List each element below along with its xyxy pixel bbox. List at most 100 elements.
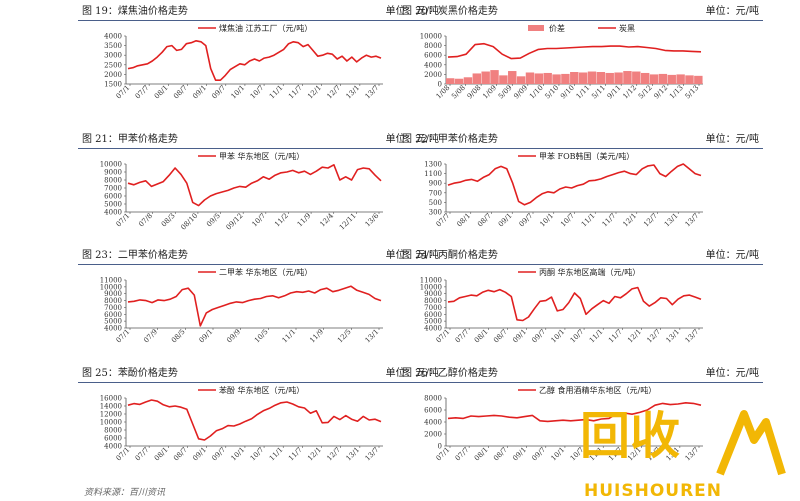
- x-tick-label: 08/7: [172, 84, 189, 101]
- x-tick-label: 5/08: [450, 84, 467, 101]
- chart-header: 图 20：炭黑价格走势 单位：元/吨: [398, 4, 763, 21]
- legend-label: 二甲苯 华东地区（元/吨）: [219, 267, 312, 277]
- y-tick-label: 1100: [424, 170, 442, 178]
- chart-header: 图 25：苯酚价格走势 单位：元/吨: [78, 366, 443, 383]
- y-tick-label: 9000: [424, 290, 442, 298]
- x-tick-label: 5/13: [684, 84, 701, 101]
- x-tick-label: 09/1: [191, 84, 208, 101]
- y-tick-label: 1300: [424, 161, 442, 169]
- y-tick-label: 5000: [104, 318, 122, 326]
- x-tick-label: 09/1: [198, 328, 215, 345]
- x-tick-label: 12/7: [325, 446, 342, 463]
- chart-title: 图 25：苯酚价格走势: [82, 368, 178, 379]
- spread-bar: [454, 78, 464, 84]
- y-tick-label: 6000: [424, 52, 442, 60]
- spread-bar: [516, 76, 526, 84]
- y-tick-label: 16000: [100, 395, 122, 403]
- x-tick-label: 11/9: [308, 328, 325, 345]
- series-line: [127, 39, 382, 82]
- y-tick-label: 4000: [104, 325, 122, 333]
- legend-label: 丙酮 华东地区高端（元/吨）: [539, 267, 640, 277]
- x-tick-label: 07/7: [454, 446, 471, 463]
- legend-label: 苯酚 华东地区（元/吨）: [219, 385, 304, 395]
- spread-bar: [605, 72, 614, 84]
- x-tick-label: 12/7: [642, 212, 659, 229]
- chart-unit: 单位：元/吨: [705, 368, 759, 379]
- chart-header: 图 19：煤焦油价格走势 单位：元/吨: [78, 4, 443, 21]
- series-line: [447, 401, 702, 423]
- chart-unit: 单位：元/吨: [705, 6, 759, 17]
- x-tick-label: 1/12: [621, 84, 638, 101]
- x-tick-label: 09/12: [225, 212, 245, 232]
- watermark-logo: 回收 HUISHOUREN: [572, 398, 800, 501]
- x-tick-label: 11/7: [287, 84, 304, 101]
- x-tick-label: 09/1: [511, 328, 528, 345]
- y-tick-label: 8000: [424, 395, 442, 403]
- y-tick-label: 7000: [424, 304, 442, 312]
- legend-label: 炭黑: [619, 24, 635, 33]
- x-tick-label: 11/7: [601, 212, 618, 229]
- chart-panel: 图 22：甲苯价格走势 单位：元/吨 1300 1100 900 700 500 300 07/…: [398, 132, 763, 242]
- y-tick-label: 2000: [424, 71, 442, 79]
- chart-panel: 图 19：煤焦油价格走势 单位：元/吨 4000 3500 3000 2500 2000 15…: [78, 4, 443, 114]
- x-tick-label: 5/10: [544, 84, 561, 101]
- series-line: [127, 399, 382, 441]
- y-tick-label: 10000: [100, 283, 122, 291]
- x-tick-label: 09/7: [530, 446, 547, 463]
- y-tick-label: 300: [429, 209, 442, 217]
- series-line: [127, 164, 382, 207]
- x-tick-label: 09/7: [530, 328, 547, 345]
- chart-title: 图 22：甲苯价格走势: [402, 134, 498, 145]
- x-tick-label: 08/5: [170, 328, 187, 345]
- x-tick-label: 08/1: [153, 446, 170, 463]
- y-tick-label: 8000: [424, 297, 442, 305]
- spread-bar: [685, 75, 694, 84]
- y-tick-label: 2000: [104, 71, 122, 79]
- x-tick-label: 07/9: [142, 328, 159, 345]
- y-tick-label: 3000: [104, 52, 122, 60]
- x-tick-label: 09/7: [210, 84, 227, 101]
- series-line: [127, 285, 382, 327]
- x-tick-label: 12/1: [626, 328, 643, 345]
- chart-title: 图 19：煤焦油价格走势: [82, 6, 188, 17]
- spread-bar: [640, 72, 650, 84]
- y-tick-label: 4000: [104, 209, 122, 217]
- x-tick-label: 10/1: [230, 84, 247, 101]
- x-tick-label: 5/12: [637, 84, 654, 101]
- chart-header: 图 24：丙酮价格走势 单位：元/吨: [398, 248, 763, 265]
- x-tick-label: 07/7: [134, 446, 151, 463]
- x-tick-label: 10/7: [249, 446, 266, 463]
- spread-bar: [508, 71, 517, 84]
- x-tick-label: 13/7: [364, 446, 381, 463]
- y-tick-label: 0: [438, 81, 442, 89]
- y-tick-label: 7000: [104, 185, 122, 193]
- x-tick-label: 12/7: [325, 84, 342, 101]
- y-tick-label: 6000: [104, 435, 122, 443]
- series-line: [447, 42, 702, 60]
- x-tick-label: 09/5: [205, 212, 222, 229]
- x-tick-label: 11/1: [268, 446, 285, 463]
- spread-bar: [525, 72, 535, 84]
- x-tick-label: 07/7: [454, 328, 471, 345]
- spread-bar: [481, 71, 490, 84]
- x-tick-label: 5/11: [590, 84, 607, 101]
- y-tick-label: 10000: [420, 33, 442, 41]
- x-tick-label: 10/1: [538, 212, 555, 229]
- y-tick-label: 3500: [104, 42, 122, 50]
- x-tick-label: 13/1: [664, 328, 681, 345]
- x-tick-label: 9/11: [606, 84, 623, 101]
- chart-unit: 单位：元/吨: [385, 368, 439, 379]
- y-tick-label: 4000: [424, 61, 442, 69]
- y-tick-label: 500: [429, 199, 442, 207]
- y-tick-label: 6000: [104, 193, 122, 201]
- x-tick-label: 11/1: [281, 328, 298, 345]
- y-tick-label: 6000: [424, 407, 442, 415]
- x-tick-label: 1/11: [575, 84, 592, 101]
- spread-bar: [490, 70, 499, 84]
- chart-panel: 图 20：炭黑价格走势 单位：元/吨 10000 8000 6000 4000 2000 0 1…: [398, 4, 763, 114]
- y-tick-label: 8000: [104, 297, 122, 305]
- chart-plot: 10000800060004000200001/085/089/081/095/…: [420, 23, 703, 101]
- y-tick-label: 10000: [100, 419, 122, 427]
